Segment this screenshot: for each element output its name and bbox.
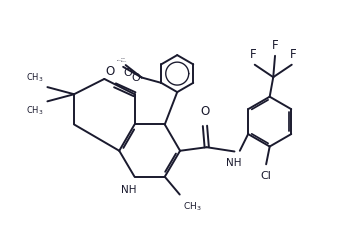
Text: NH: NH bbox=[121, 185, 137, 195]
Text: OCH$_3$: OCH$_3$ bbox=[120, 56, 126, 62]
Text: O: O bbox=[124, 68, 132, 78]
Text: F: F bbox=[290, 48, 297, 61]
Text: Cl: Cl bbox=[261, 171, 272, 181]
Text: O: O bbox=[200, 105, 209, 118]
Text: CH$_3$: CH$_3$ bbox=[183, 201, 201, 213]
Text: CH$_3$: CH$_3$ bbox=[26, 71, 44, 84]
Text: methoxy: methoxy bbox=[121, 60, 127, 62]
Text: F: F bbox=[272, 38, 278, 52]
Text: F: F bbox=[250, 48, 256, 61]
Text: O: O bbox=[131, 73, 140, 83]
Text: NH: NH bbox=[226, 158, 242, 168]
Text: CH$_3$: CH$_3$ bbox=[26, 105, 44, 117]
Text: O: O bbox=[105, 65, 114, 77]
Text: methoxy: methoxy bbox=[116, 60, 123, 61]
